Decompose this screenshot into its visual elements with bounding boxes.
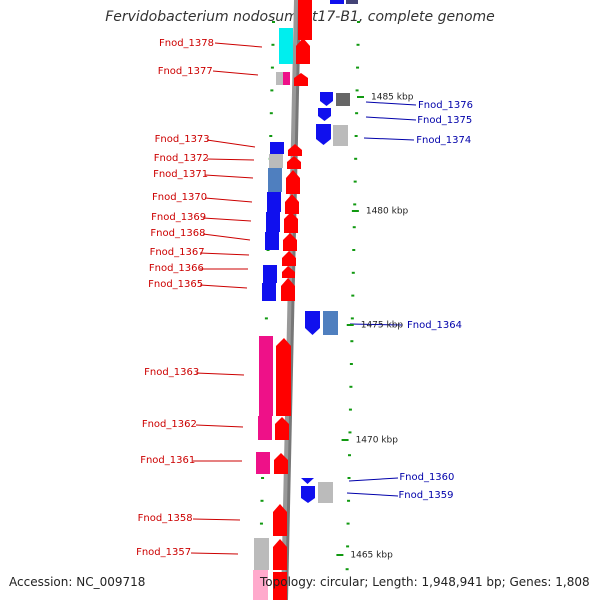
gene-label-fnod-1376[interactable]: Fnod_1376 (418, 100, 473, 111)
scale-labels: 1485 kbp 1480 kbp 1475 kbp 1470 kbp 1465 kbp (336, 93, 414, 561)
cog-box-fnod-1372 (269, 154, 283, 168)
cog-box-fnod-1370 (267, 192, 281, 212)
cog-box-fnod-1362 (258, 416, 272, 440)
gene-fnod-1370-arrow[interactable] (285, 194, 299, 214)
scale-label: 1470 kbp (356, 436, 399, 446)
cog-box-fnod-1376 (336, 93, 350, 106)
gene-fnod-1378-fwd[interactable] (298, 0, 312, 40)
right-gene-labels: Fnod_1376 Fnod_1375 Fnod_1374 Fnod_1364 Fnod… (399, 100, 474, 501)
gene-label-fnod-1361[interactable]: Fnod_1361 (140, 455, 195, 466)
accession-text: Accession: NC_009718 (9, 575, 146, 589)
gene-fnod-1364-arrow[interactable] (305, 311, 320, 335)
forward-cog-boxes (253, 28, 293, 600)
gene-label-fnod-1363[interactable]: Fnod_1363 (144, 367, 199, 378)
cog-box-fnod-1359 (318, 482, 333, 503)
cog-box-fnod-1366 (263, 265, 277, 283)
gene-fnod-1372-arrow[interactable] (287, 156, 301, 169)
gene-fnod-1360-arrow[interactable] (301, 478, 314, 484)
gene-label-fnod-1368[interactable]: Fnod_1368 (150, 228, 205, 239)
gene-fnod-1375-arrow[interactable] (318, 108, 331, 121)
gene-fnod-1378-arrow[interactable] (296, 38, 310, 64)
gene-fnod-1377-arrow[interactable] (294, 73, 308, 86)
gene-fnod-1376-arrow[interactable] (320, 92, 333, 106)
gene-label-fnod-1358[interactable]: Fnod_1358 (138, 513, 193, 524)
cog-box-fnod-1369 (266, 212, 280, 232)
cog-box-fnod-1356 (253, 570, 268, 600)
gene-label-fnod-1364[interactable]: Fnod_1364 (407, 320, 462, 331)
gene-label-fnod-1373[interactable]: Fnod_1373 (155, 134, 210, 145)
gene-top-reverse[interactable] (330, 0, 344, 4)
gene-fnod-1371-arrow[interactable] (286, 170, 300, 194)
cog-box-fnod-1374 (333, 125, 348, 146)
cog-box-fnod-1378 (279, 28, 293, 64)
gene-label-fnod-1366[interactable]: Fnod_1366 (149, 263, 204, 274)
gene-fnod-1357-arrow[interactable] (273, 539, 287, 570)
gene-fnod-1363-arrow[interactable] (276, 338, 291, 416)
topology-text: Topology: circular; Length: 1,948,941 bp… (260, 575, 590, 589)
gene-label-fnod-1359[interactable]: Fnod_1359 (399, 490, 454, 501)
gene-label-fnod-1377[interactable]: Fnod_1377 (158, 66, 213, 77)
cog-box-fnod-1377-gray (276, 72, 283, 85)
gene-fnod-1359-arrow[interactable] (301, 486, 315, 503)
cog-box-fnod-1365 (262, 283, 276, 301)
scale-label: 1485 kbp (371, 93, 414, 103)
gene-label-fnod-1357[interactable]: Fnod_1357 (136, 547, 191, 558)
gene-fnod-1367-arrow[interactable] (282, 251, 296, 266)
cog-box-fnod-1377 (283, 72, 290, 85)
gene-label-fnod-1367[interactable]: Fnod_1367 (150, 247, 205, 258)
scale-label: 1465 kbp (350, 551, 393, 561)
scale-label: 1475 kbp (361, 321, 404, 331)
scale-label: 1480 kbp (366, 207, 409, 217)
cog-box-fnod-1373 (270, 142, 284, 154)
left-gene-labels: Fnod_1378 Fnod_1377 Fnod_1373 Fnod_1372 Fnod… (136, 38, 214, 558)
cog-box-fnod-1364 (323, 311, 338, 335)
label-leader-lines (190, 42, 417, 555)
gene-label-fnod-1372[interactable]: Fnod_1372 (154, 153, 209, 164)
gene-fnod-1358-arrow[interactable] (273, 504, 287, 536)
gene-fnod-1368-arrow[interactable] (283, 233, 297, 251)
gene-label-fnod-1365[interactable]: Fnod_1365 (148, 279, 203, 290)
cog-box-fnod-1357 (254, 538, 269, 570)
gene-fnod-1361-arrow[interactable] (274, 453, 288, 474)
gene-fnod-1373-arrow[interactable] (288, 144, 302, 156)
gene-label-fnod-1371[interactable]: Fnod_1371 (153, 169, 208, 180)
cog-box-fnod-1363 (259, 336, 273, 416)
gene-fnod-1356-fwd[interactable] (273, 572, 287, 600)
cog-box-fnod-1361 (256, 452, 270, 474)
gene-label-fnod-1375[interactable]: Fnod_1375 (417, 115, 472, 126)
gene-label-fnod-1369[interactable]: Fnod_1369 (151, 212, 206, 223)
strand-reverse-genes (301, 0, 358, 503)
gene-fnod-1366-arrow[interactable] (282, 266, 295, 278)
gene-fnod-1369-arrow[interactable] (284, 212, 298, 233)
gene-label-fnod-1360[interactable]: Fnod_1360 (399, 472, 454, 483)
gene-top-reverse-cog (346, 0, 358, 4)
cog-box-fnod-1368 (265, 232, 279, 250)
gene-fnod-1374-arrow[interactable] (316, 124, 331, 145)
gene-label-fnod-1362[interactable]: Fnod_1362 (142, 419, 197, 430)
gene-fnod-1362-arrow[interactable] (275, 417, 289, 440)
strand-forward-genes (273, 0, 312, 600)
gene-fnod-1365-arrow[interactable] (281, 278, 295, 301)
cog-box-fnod-1371 (268, 168, 282, 192)
gene-label-fnod-1370[interactable]: Fnod_1370 (152, 192, 207, 203)
gene-label-fnod-1374[interactable]: Fnod_1374 (416, 135, 471, 146)
gene-label-fnod-1378[interactable]: Fnod_1378 (159, 38, 214, 49)
